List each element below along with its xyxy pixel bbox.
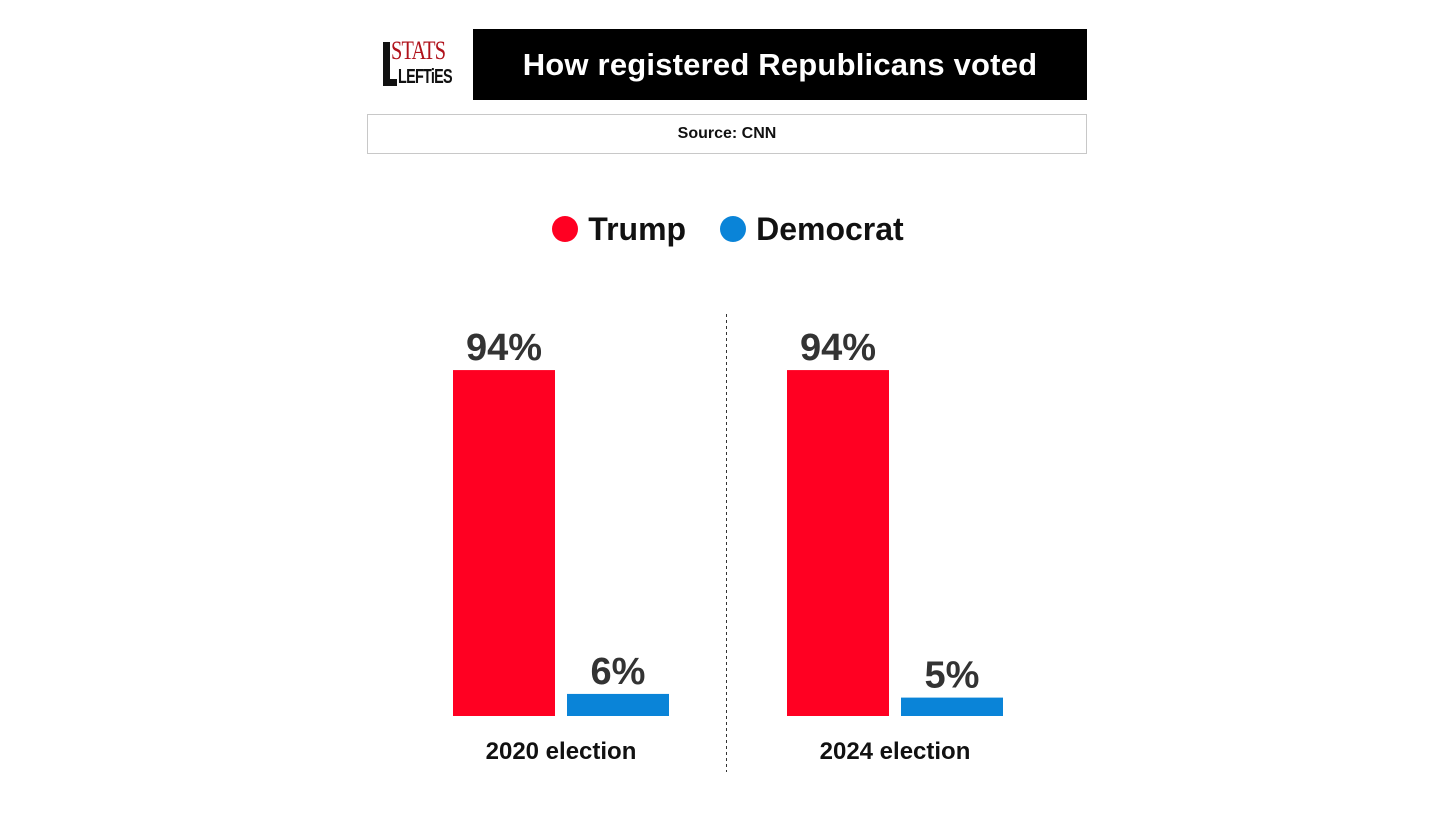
legend: Trump Democrat xyxy=(0,206,1456,252)
category-label-1: 2020 election xyxy=(486,738,637,765)
legend-swatch-democrat xyxy=(720,216,747,242)
source-note: Source: CNN xyxy=(367,114,1087,154)
value-label-trump-1: 94% xyxy=(466,327,542,369)
value-label-democrat-2: 5% xyxy=(925,655,980,697)
bar-trump-2 xyxy=(787,370,889,716)
legend-swatch-trump xyxy=(552,216,579,242)
value-label-democrat-1: 6% xyxy=(591,651,646,693)
bar-democrat-2 xyxy=(901,697,1003,716)
value-label-trump-2: 94% xyxy=(800,327,876,369)
logo-text-lefties: LEFTiES xyxy=(398,66,453,88)
stats-for-lefties-logo: STATS LEFTiES xyxy=(383,38,453,88)
bar-democrat-1 xyxy=(567,693,669,716)
chart-title: How registered Republicans voted xyxy=(473,29,1087,100)
legend-item-trump: Trump xyxy=(552,211,686,248)
legend-label-democrat: Democrat xyxy=(756,210,904,247)
legend-label-trump: Trump xyxy=(588,210,687,247)
bar-trump-1 xyxy=(453,370,555,716)
logo-text-stats: STATS xyxy=(391,36,446,65)
category-label-2: 2024 election xyxy=(820,738,971,765)
legend-item-democrat: Democrat xyxy=(720,211,904,248)
